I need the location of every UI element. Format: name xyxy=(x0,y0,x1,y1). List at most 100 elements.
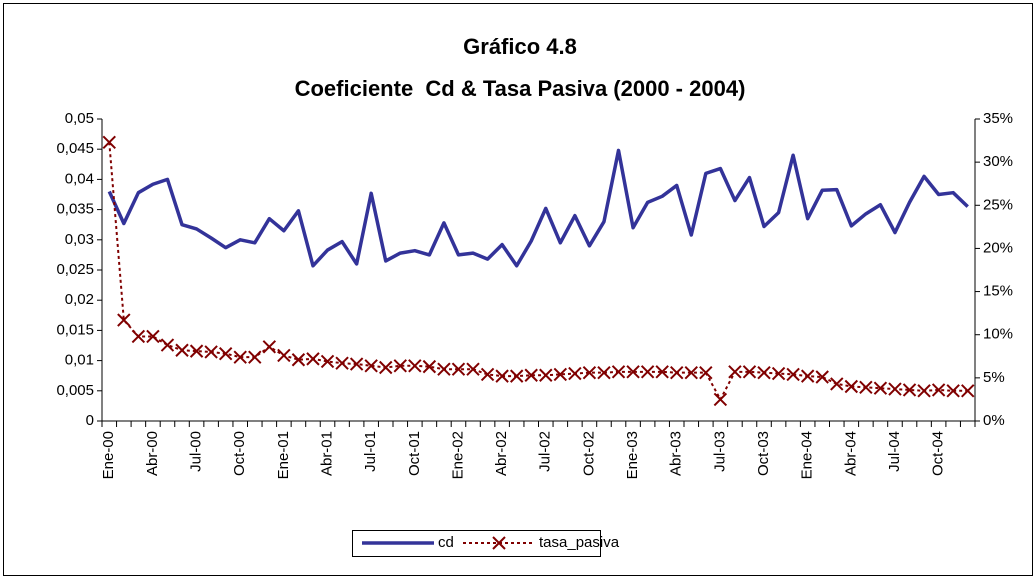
marker xyxy=(582,365,597,380)
marker xyxy=(451,362,466,376)
marker xyxy=(757,365,771,380)
marker xyxy=(335,356,349,370)
x-tick-label: Abr-01 xyxy=(318,431,335,476)
marker xyxy=(655,365,669,379)
marker xyxy=(699,365,713,380)
y-tick-label: 0,035 xyxy=(56,201,94,218)
x-tick-label: Oct-03 xyxy=(755,431,772,476)
y-tick-label: 0 xyxy=(86,412,94,429)
x-tick-label: Abr-02 xyxy=(493,431,510,476)
marker xyxy=(888,382,902,396)
chart-title: Gráfico 4.8 xyxy=(463,34,577,59)
y-tick-label: 0,025 xyxy=(56,261,94,278)
marker xyxy=(946,384,960,398)
marker xyxy=(553,367,568,382)
marker xyxy=(495,369,509,383)
marker xyxy=(568,366,582,381)
marker xyxy=(670,365,684,380)
x-tick-label: Oct-00 xyxy=(231,431,248,476)
marker xyxy=(233,350,247,364)
y-tick-label: 0,01 xyxy=(65,352,94,369)
marker xyxy=(175,343,189,357)
y-tick-label: 0,03 xyxy=(65,231,94,248)
marker xyxy=(437,362,451,376)
series-line xyxy=(107,148,969,268)
marker xyxy=(800,369,815,383)
marker xyxy=(277,348,291,363)
marker xyxy=(931,383,946,397)
x-tick-label: Jul-03 xyxy=(711,431,728,472)
x-tick-label: Abr-03 xyxy=(668,431,685,476)
marker xyxy=(131,329,146,344)
y-tick-label: 0,005 xyxy=(56,382,94,399)
y2-tick-label: 30% xyxy=(983,153,1013,170)
marker xyxy=(742,365,757,379)
marker xyxy=(320,354,335,369)
marker xyxy=(379,360,393,375)
y-tick-label: 0,015 xyxy=(56,321,94,338)
marker xyxy=(291,353,306,367)
marker xyxy=(160,338,175,352)
marker xyxy=(917,384,931,398)
marker xyxy=(611,365,626,379)
y-tick-label: 0,045 xyxy=(56,140,94,157)
x-tick-label: Oct-01 xyxy=(406,431,423,476)
marker xyxy=(408,359,422,373)
marker xyxy=(364,359,378,373)
marker xyxy=(961,384,975,398)
x-tick-label: Oct-04 xyxy=(930,431,947,476)
marker xyxy=(524,368,538,382)
marker xyxy=(509,369,524,383)
marker xyxy=(204,345,218,359)
marker xyxy=(306,352,320,366)
marker xyxy=(815,370,829,384)
x-tick-label: Abr-00 xyxy=(144,431,161,476)
marker xyxy=(626,365,640,379)
marker xyxy=(859,380,873,395)
marker xyxy=(466,362,480,376)
y2-tick-label: 20% xyxy=(983,239,1013,256)
x-tick-label: Oct-02 xyxy=(580,431,597,476)
x-tick-label: Abr-04 xyxy=(842,431,859,476)
marker xyxy=(117,313,131,327)
x-tick-label: Ene-02 xyxy=(449,431,466,479)
x-tick-label: Jul-00 xyxy=(188,431,205,472)
marker xyxy=(786,367,800,382)
marker xyxy=(248,350,262,364)
legend-label: cd xyxy=(438,534,454,551)
x-tick-label: Jul-02 xyxy=(537,431,554,472)
x-tick-label: Ene-04 xyxy=(799,431,816,479)
x-tick-label: Ene-01 xyxy=(275,431,292,479)
marker xyxy=(830,377,844,391)
y2-tick-label: 5% xyxy=(983,369,1005,386)
x-tick-label: Ene-00 xyxy=(100,431,117,479)
y2-tick-label: 15% xyxy=(983,283,1013,300)
marker xyxy=(873,381,888,395)
y-tick-label: 0,02 xyxy=(65,291,94,308)
y2-tick-label: 10% xyxy=(983,326,1013,343)
marker xyxy=(102,135,116,150)
marker xyxy=(480,367,495,382)
marker xyxy=(728,365,742,379)
marker xyxy=(422,359,437,374)
marker xyxy=(713,392,728,407)
legend-label: tasa_pasiva xyxy=(539,534,620,551)
marker xyxy=(189,344,204,358)
y2-tick-label: 25% xyxy=(983,196,1013,213)
marker xyxy=(218,346,233,361)
x-tick-label: Jul-01 xyxy=(362,431,379,472)
y2-tick-label: 35% xyxy=(983,110,1013,127)
marker xyxy=(597,365,611,380)
marker xyxy=(902,383,917,397)
chart-subtitle: Coeficiente Cd & Tasa Pasiva (2000 - 200… xyxy=(295,76,746,101)
y-tick-label: 0,05 xyxy=(65,110,94,127)
marker xyxy=(539,368,553,382)
marker xyxy=(844,379,859,394)
y2-tick-label: 0% xyxy=(983,412,1005,429)
marker xyxy=(393,359,407,373)
marker xyxy=(684,365,698,380)
x-tick-label: Jul-04 xyxy=(886,431,903,472)
marker xyxy=(640,365,655,379)
chart-border xyxy=(3,3,1033,576)
